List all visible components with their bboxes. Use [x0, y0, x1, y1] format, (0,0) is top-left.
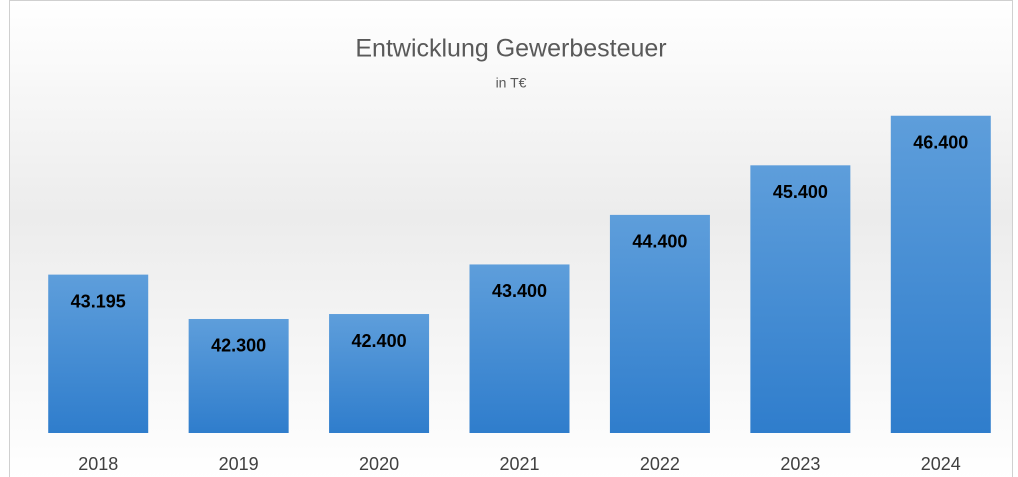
chart-subtitle: in T€: [496, 75, 527, 91]
bar: [469, 264, 570, 433]
x-tick-label: 2023: [780, 454, 820, 474]
bar: [750, 165, 851, 434]
value-label: 43.400: [492, 281, 547, 301]
bar: [188, 318, 289, 433]
bar: [609, 214, 710, 433]
bar: [329, 314, 430, 433]
bar: [48, 274, 149, 433]
x-tick-label: 2018: [78, 454, 118, 474]
x-tick-label: 2020: [359, 454, 399, 474]
x-tick-label: 2024: [921, 454, 961, 474]
chart-title: Entwicklung Gewerbesteuer: [355, 35, 666, 63]
value-label: 44.400: [632, 232, 687, 252]
bar: [890, 115, 991, 433]
value-label: 42.300: [211, 336, 266, 356]
value-label: 45.400: [773, 182, 828, 202]
x-tick-label: 2021: [499, 454, 539, 474]
x-tick-label: 2022: [640, 454, 680, 474]
value-label: 46.400: [913, 132, 968, 152]
value-label: 42.400: [352, 331, 407, 351]
value-label: 43.195: [71, 291, 126, 311]
x-tick-label: 2019: [219, 454, 259, 474]
